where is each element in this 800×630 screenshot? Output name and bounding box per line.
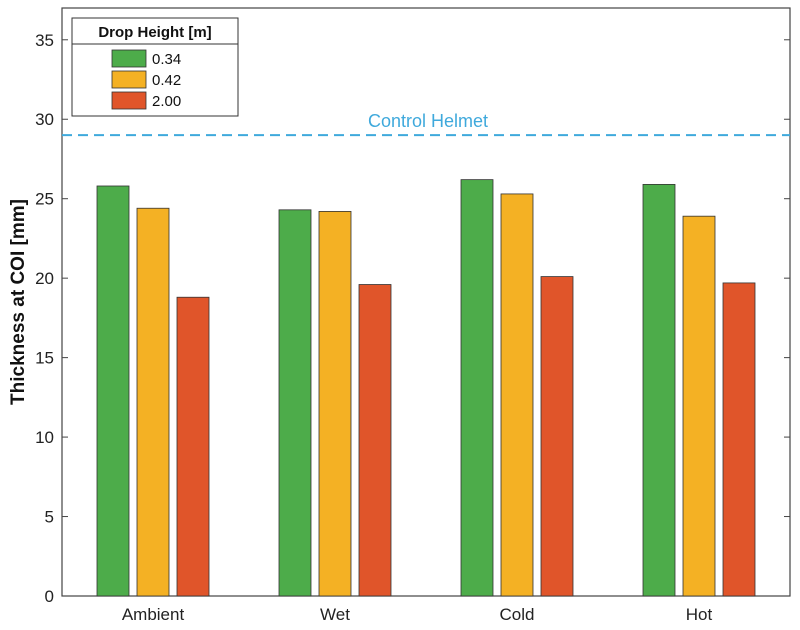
bar-hot-0_42 xyxy=(682,215,716,597)
legend-swatch xyxy=(111,49,147,68)
legend-items: 0.34 0.42 2.00 xyxy=(111,49,181,110)
legend-box xyxy=(71,17,239,117)
y-tick-label: 10 xyxy=(35,428,54,447)
bar-hot-2_00 xyxy=(722,282,756,597)
bar-cold-0_34 xyxy=(460,179,494,597)
x-tick-label: Cold xyxy=(500,605,535,624)
y-axis-title: Thickness at COI [mm] xyxy=(8,199,29,405)
x-axis-ticks: Ambient Wet Cold Hot xyxy=(122,590,713,624)
y-tick-label: 25 xyxy=(35,190,54,209)
bar-hot-0_34 xyxy=(642,183,676,597)
x-tick-label: Hot xyxy=(686,605,713,624)
x-tick-label: Ambient xyxy=(122,605,185,624)
legend-label: 2.00 xyxy=(152,93,181,110)
bar-cold-0_42 xyxy=(500,193,534,597)
bar-ambient-0_42 xyxy=(136,207,170,597)
legend: Drop Height [m] 0.34 0.42 2.00 xyxy=(71,17,239,117)
legend-label: 0.42 xyxy=(152,72,181,89)
legend-swatch xyxy=(111,70,147,89)
y-tick-label: 5 xyxy=(45,508,54,527)
bar-wet-0_34 xyxy=(278,209,312,597)
bar-ambient-0_34 xyxy=(96,185,130,597)
bars xyxy=(96,179,756,597)
y-tick-label: 35 xyxy=(35,31,54,50)
legend-swatch xyxy=(111,91,147,110)
x-tick-label: Wet xyxy=(320,605,350,624)
y-tick-label: 30 xyxy=(35,110,54,129)
y-axis-ticks: 0 5 10 15 20 25 30 35 xyxy=(35,31,790,606)
bar-cold-2_00 xyxy=(540,276,574,597)
legend-label: 0.34 xyxy=(152,51,181,68)
bar-wet-0_42 xyxy=(318,211,352,597)
y-tick-label: 15 xyxy=(35,349,54,368)
bar-ambient-2_00 xyxy=(176,296,210,597)
bar-wet-2_00 xyxy=(358,284,392,597)
y-tick-label: 20 xyxy=(35,269,54,288)
control-helmet-label: Control Helmet xyxy=(368,111,488,131)
legend-title: Drop Height [m] xyxy=(98,24,211,41)
y-tick-label: 0 xyxy=(45,587,54,606)
